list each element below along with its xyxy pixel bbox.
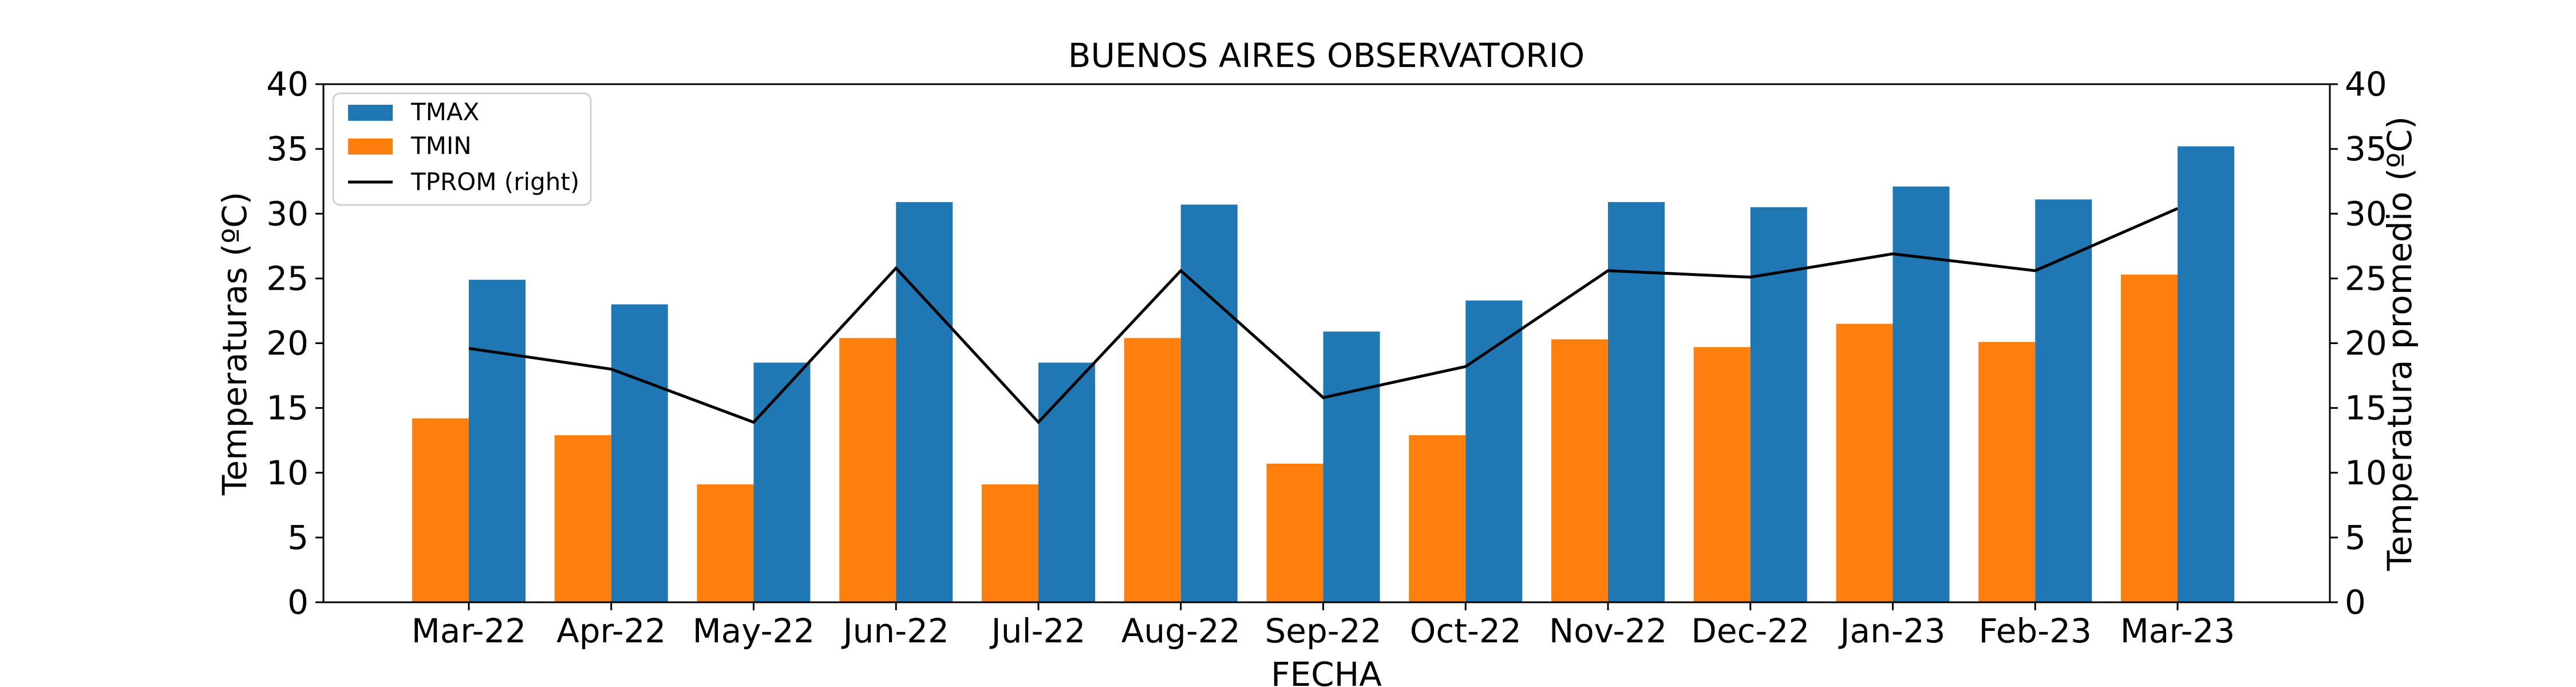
left-y-tick-label-25: 25 xyxy=(266,259,309,298)
left-y-axis-label: Temperaturas (ºC) xyxy=(215,192,254,496)
bar-tmax-mar-23 xyxy=(2178,146,2234,603)
left-y-tick-label-20: 20 xyxy=(266,324,309,363)
legend-label-tmax: TMAX xyxy=(410,98,479,126)
legend-swatch-tmin xyxy=(348,139,393,155)
x-tick-label-jan-23: Jan-23 xyxy=(1838,611,1945,650)
x-tick-label-nov-22: Nov-22 xyxy=(1549,611,1667,650)
legend-box xyxy=(332,92,592,206)
x-tick-label-aug-22: Aug-22 xyxy=(1121,611,1240,650)
right-y-tick-label-25: 25 xyxy=(2345,259,2387,298)
legend-label-tprom: TPROM (right) xyxy=(410,168,579,196)
bar-tmin-mar-23 xyxy=(2121,274,2178,603)
left-y-tick-label-35: 35 xyxy=(266,129,309,168)
right-y-tick-label-20: 20 xyxy=(2345,324,2387,363)
bar-tmin-jul-22 xyxy=(982,484,1038,602)
x-tick-label-sep-22: Sep-22 xyxy=(1265,611,1381,650)
bar-tmin-oct-22 xyxy=(1409,435,1466,602)
line-series-layer xyxy=(468,207,2179,425)
bar-tmax-jul-22 xyxy=(1038,362,1095,602)
bar-tmax-oct-22 xyxy=(1465,300,1523,602)
x-tick-label-apr-22: Apr-22 xyxy=(556,611,666,650)
right-y-tick-label-15: 15 xyxy=(2345,389,2387,428)
bar-tmax-may-22 xyxy=(753,362,811,602)
bar-tmin-apr-22 xyxy=(554,435,611,602)
bar-tmin-jan-23 xyxy=(1836,323,1893,602)
bar-tmin-jun-22 xyxy=(839,338,896,602)
legend-swatch-tmax xyxy=(348,105,393,121)
bar-tmax-nov-22 xyxy=(1608,202,1665,602)
x-tick-label-dec-22: Dec-22 xyxy=(1691,611,1809,650)
left-y-tick-label-10: 10 xyxy=(266,453,309,492)
left-y-tick-label-30: 30 xyxy=(266,194,309,233)
x-tick-label-feb-23: Feb-23 xyxy=(1979,611,2092,650)
bar-tmax-jun-22 xyxy=(896,202,953,602)
legend: TMAX TMIN TPROM (right) xyxy=(332,92,592,206)
right-y-tick-label-10: 10 xyxy=(2345,453,2387,492)
right-y-tick-label-35: 35 xyxy=(2345,129,2387,168)
bar-tmin-nov-22 xyxy=(1551,339,1608,602)
legend-label-tmin: TMIN xyxy=(410,132,472,160)
x-tick-label-mar-22: Mar-22 xyxy=(412,611,526,650)
left-y-tick-label-0: 0 xyxy=(287,583,309,622)
right-y-tick-label-0: 0 xyxy=(2345,583,2366,622)
chart-title: BUENOS AIRES OBSERVATORIO xyxy=(1068,36,1585,75)
bar-tmax-aug-22 xyxy=(1180,204,1238,602)
plot-area xyxy=(412,146,2234,603)
left-y-tick-label-15: 15 xyxy=(266,389,309,428)
left-y-tick-label-40: 40 xyxy=(266,65,309,104)
bar-tmin-mar-22 xyxy=(412,418,469,602)
right-y-tick-label-30: 30 xyxy=(2345,194,2387,233)
x-axis: Mar-22 Apr-22 May-22 Jun-22 Jul-22 Aug-22 Sep-… xyxy=(412,602,2235,650)
x-tick-label-oct-22: Oct-22 xyxy=(1410,611,1522,650)
bar-tmin-feb-23 xyxy=(1978,342,2036,602)
x-tick-label-jul-22: Jul-22 xyxy=(990,611,1086,650)
bar-tmin-sep-22 xyxy=(1266,463,1323,602)
left-y-tick-label-5: 5 xyxy=(287,518,309,557)
right-y-tick-label-40: 40 xyxy=(2345,65,2387,104)
x-tick-label-mar-23: Mar-23 xyxy=(2120,611,2235,650)
bar-tmax-apr-22 xyxy=(611,304,668,603)
right-y-axis: 0 5 10 15 20 25 30 35 40 xyxy=(2330,65,2387,622)
right-y-axis-label: Temperatura promedio (ºC) xyxy=(2380,116,2419,571)
x-tick-label-may-22: May-22 xyxy=(693,611,815,650)
bar-tmin-dec-22 xyxy=(1693,347,1751,602)
x-axis-label: FECHA xyxy=(1271,655,1382,687)
right-y-tick-label-5: 5 xyxy=(2345,518,2366,557)
bar-tmin-may-22 xyxy=(697,484,754,602)
bar-tmax-dec-22 xyxy=(1750,207,1807,602)
bar-tmax-jan-23 xyxy=(1893,186,1950,602)
x-tick-label-jun-22: Jun-22 xyxy=(841,611,949,650)
bar-tmin-aug-22 xyxy=(1124,338,1181,602)
bar-tmax-mar-22 xyxy=(469,279,526,602)
left-y-axis: 0 5 10 15 20 25 30 35 40 xyxy=(266,65,323,622)
bar-tmax-sep-22 xyxy=(1323,331,1380,602)
